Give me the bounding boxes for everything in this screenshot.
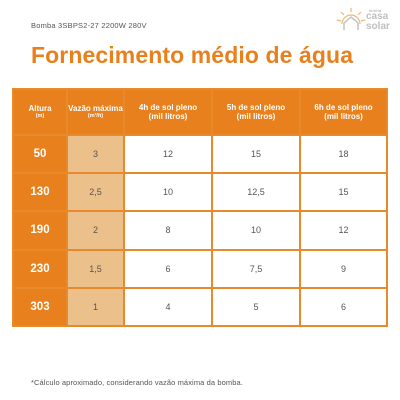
cell-6h: 9 <box>299 248 388 289</box>
cell-5h: 12,5 <box>211 172 301 213</box>
cell-5h: 15 <box>211 133 301 175</box>
cell-altura: 50 <box>12 133 68 175</box>
cell-6h: 6 <box>299 286 388 328</box>
cell-vazao: 2,5 <box>66 172 125 213</box>
table-row: 50 3 12 15 18 <box>12 133 388 175</box>
cell-altura: 230 <box>12 248 68 289</box>
page-title: Fornecimento médio de água <box>31 42 354 68</box>
cell-5h: 7,5 <box>211 248 301 289</box>
cell-6h: 15 <box>299 172 388 213</box>
table-row: 190 2 8 10 12 <box>12 210 388 251</box>
cell-4h: 4 <box>123 286 213 328</box>
pump-model-label: Bomba 3SBPS2-27 2200W 280V <box>31 21 147 30</box>
cell-vazao: 1,5 <box>66 248 125 289</box>
table-row: 130 2,5 10 12,5 15 <box>12 172 388 213</box>
logo-text-small: minha <box>369 8 382 13</box>
cell-vazao: 1 <box>66 286 125 328</box>
cell-4h: 10 <box>123 172 213 213</box>
header-5h-unit: (mil litros) <box>236 112 276 121</box>
header-vazao-label: Vazão máxima <box>68 104 123 113</box>
cell-altura: 130 <box>12 172 68 213</box>
cell-6h: 12 <box>299 210 388 251</box>
cell-altura: 190 <box>12 210 68 251</box>
header-4h-unit: (mil litros) <box>148 112 188 121</box>
logo-text-casa: casa <box>366 11 389 22</box>
header-6h-label: 6h de sol pleno <box>314 103 373 112</box>
cell-vazao: 2 <box>66 210 125 251</box>
table-row: 303 1 4 5 6 <box>12 286 388 328</box>
header-altura: Altura (m) <box>12 88 68 136</box>
cell-4h: 8 <box>123 210 213 251</box>
header-4h: 4h de sol pleno (mil litros) <box>123 88 213 136</box>
brand-logo: minha casa solar <box>336 4 396 38</box>
header-6h: 6h de sol pleno (mil litros) <box>299 88 388 136</box>
cell-5h: 5 <box>211 286 301 328</box>
water-supply-table: Altura (m) Vazão máxima (m³/h) 4h de sol… <box>12 88 388 328</box>
header-vazao: Vazão máxima (m³/h) <box>66 88 125 136</box>
header-6h-unit: (mil litros) <box>324 112 363 121</box>
table-header-row: Altura (m) Vazão máxima (m³/h) 4h de sol… <box>12 88 388 136</box>
cell-4h: 6 <box>123 248 213 289</box>
logo-text-solar: solar <box>366 21 390 32</box>
footnote: *Cálculo aproximado, considerando vazão … <box>31 378 243 387</box>
cell-6h: 18 <box>299 133 388 175</box>
cell-4h: 12 <box>123 133 213 175</box>
cell-5h: 10 <box>211 210 301 251</box>
header-vazao-unit: (m³/h) <box>87 113 104 119</box>
cell-altura: 303 <box>12 286 68 328</box>
cell-vazao: 3 <box>66 133 125 175</box>
table-row: 230 1,5 6 7,5 9 <box>12 248 388 289</box>
header-altura-unit: (m) <box>35 113 45 119</box>
header-4h-label: 4h de sol pleno <box>138 103 198 112</box>
header-altura-label: Altura <box>28 104 52 113</box>
sun-house-icon <box>336 8 366 30</box>
header-5h-label: 5h de sol pleno <box>226 103 286 112</box>
header-5h: 5h de sol pleno (mil litros) <box>211 88 301 136</box>
